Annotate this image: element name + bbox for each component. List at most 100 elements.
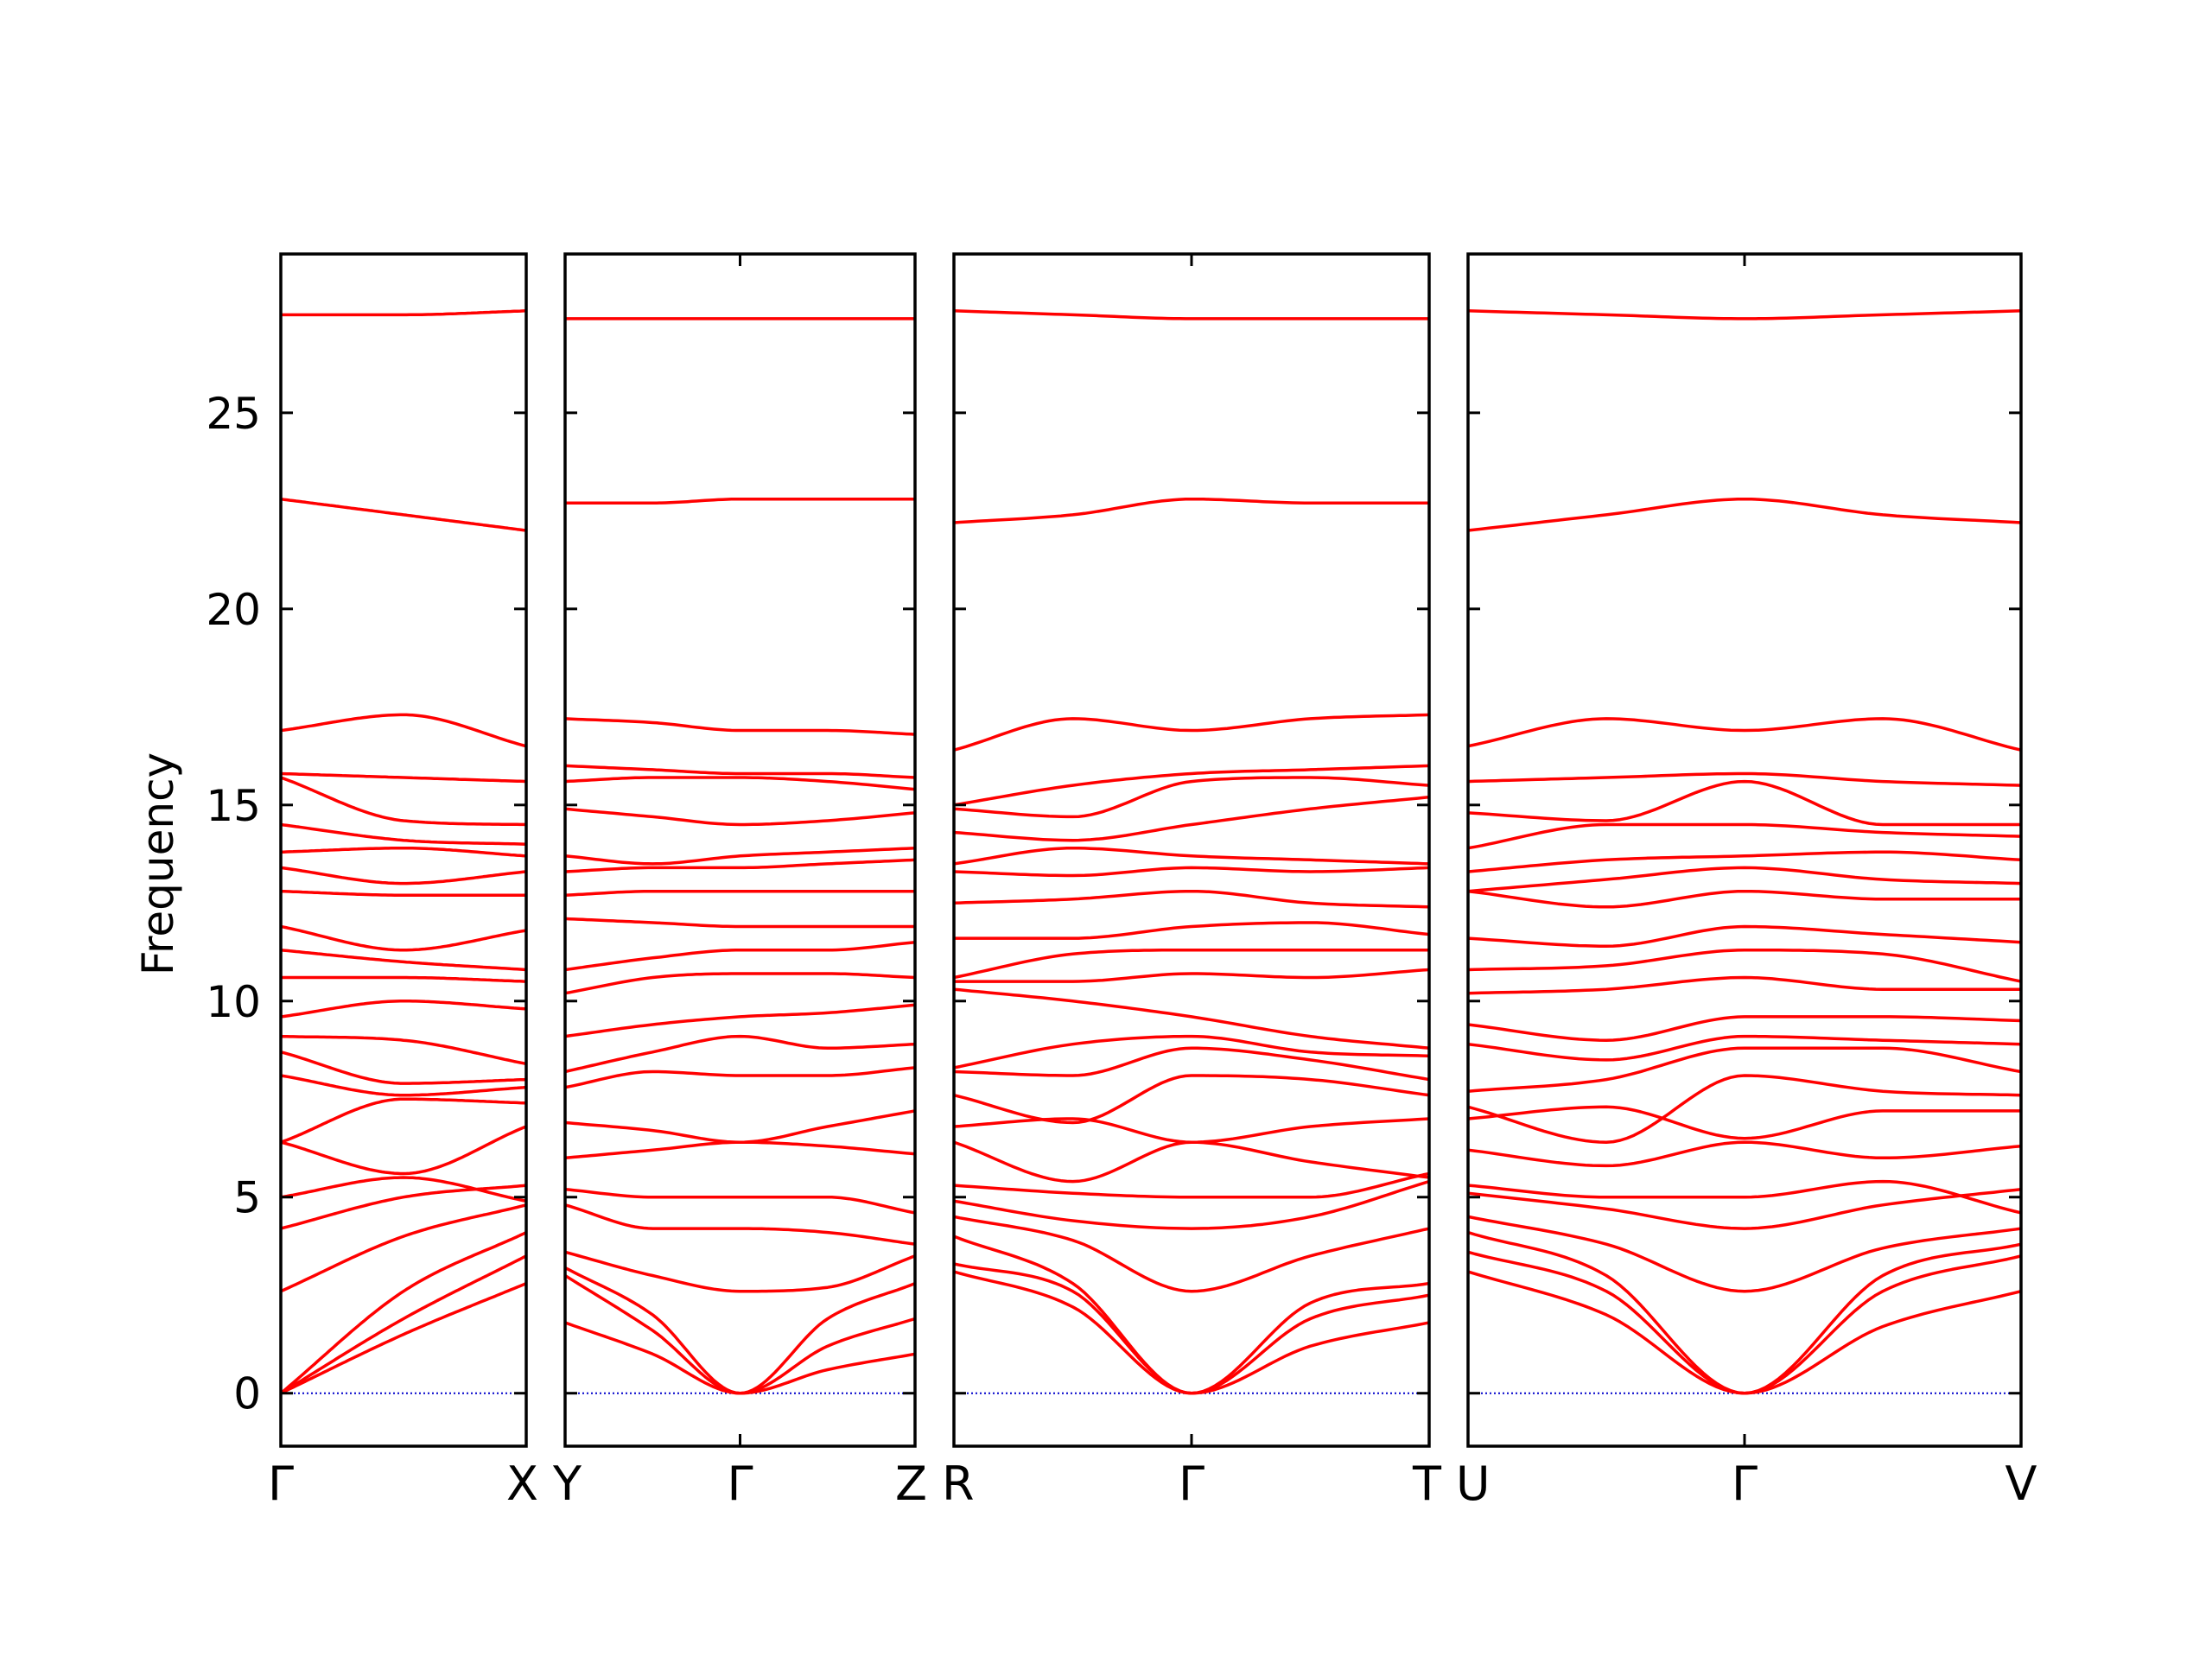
high-symmetry-label: V <box>2005 1457 2037 1511</box>
high-symmetry-label: X <box>506 1457 538 1511</box>
phonon-band-11 <box>565 1003 915 1038</box>
high-symmetry-label: Γ <box>268 1457 294 1511</box>
phonon-band-24 <box>954 309 1429 321</box>
phonon-band-15 <box>1468 924 2021 948</box>
phonon-band-13 <box>281 975 526 983</box>
phonon-band-2 <box>954 1262 1429 1395</box>
phonon-band-20 <box>565 764 915 779</box>
phonon-band-20 <box>281 776 526 827</box>
panel-frame <box>279 252 528 1448</box>
phonon-band-4 <box>1468 1215 2021 1293</box>
high-symmetry-label: Y <box>552 1457 582 1511</box>
high-symmetry-label: U <box>1456 1457 1491 1511</box>
high-symmetry-label: R <box>942 1457 975 1511</box>
phonon-band-7 <box>1468 1140 2021 1168</box>
y-tick-label: 25 <box>206 389 261 439</box>
phonon-band-13 <box>1468 975 2021 995</box>
phonon-band-12 <box>954 987 1429 1050</box>
phonon-band-6 <box>565 1187 915 1215</box>
phonon-band-21 <box>1468 771 2021 787</box>
phonon-band-15 <box>954 921 1429 940</box>
phonon-band-9 <box>281 1074 526 1097</box>
phonon-band-16 <box>954 889 1429 909</box>
y-tick-label: 0 <box>233 1369 261 1419</box>
phonon-band-22 <box>565 497 915 505</box>
phonon-band-20 <box>954 776 1429 819</box>
phonon-band-22 <box>281 713 526 748</box>
phonon-band-9 <box>1468 1074 2021 1144</box>
phonon-band-7 <box>954 1140 1429 1184</box>
phonon-band-8 <box>281 1097 526 1144</box>
phonon-band-23 <box>1468 497 2021 532</box>
phonon-band-21 <box>565 717 915 736</box>
phonon-band-8 <box>565 1109 915 1144</box>
phonon-band-24 <box>1468 309 2021 321</box>
phonon-band-21 <box>954 764 1429 807</box>
phonon-band-23 <box>281 497 526 532</box>
y-tick-label: 10 <box>206 977 261 1027</box>
panel-frame <box>952 252 1431 1448</box>
phonon-band-9 <box>954 1074 1429 1125</box>
phonon-band-24 <box>281 309 526 317</box>
phonon-band-11 <box>1468 1034 2021 1062</box>
phonon-band-11 <box>954 1034 1429 1070</box>
phonon-band-22 <box>954 713 1429 752</box>
phonon-band-20 <box>1468 779 2021 827</box>
phonon-band-16 <box>565 858 915 873</box>
high-symmetry-label: Γ <box>1179 1457 1205 1511</box>
phonon-band-17 <box>565 846 915 866</box>
y-tick-label: 20 <box>206 585 261 635</box>
phonon-band-21 <box>281 771 526 784</box>
phonon-band-10 <box>281 1050 526 1085</box>
y-tick-label: 15 <box>206 781 261 831</box>
phonon-band-19 <box>565 776 915 791</box>
phonon-band-11 <box>281 1034 526 1066</box>
phonon-band-3 <box>281 1231 526 1395</box>
phonon-band-5 <box>565 1203 915 1246</box>
phonon-band-12 <box>281 1000 526 1019</box>
y-axis-label: Frequency <box>133 752 183 975</box>
high-symmetry-label: T <box>1412 1457 1442 1511</box>
phonon-band-12 <box>565 972 915 995</box>
phonon-band-13 <box>954 968 1429 983</box>
phonon-band-7 <box>281 1125 526 1176</box>
phonon-band-15 <box>565 889 915 897</box>
phonon-band-13 <box>565 940 915 972</box>
phonon-band-18 <box>954 846 1429 866</box>
high-symmetry-label: Z <box>895 1457 927 1511</box>
phonon-band-6 <box>281 1176 526 1203</box>
phonon-band-2 <box>281 1254 526 1395</box>
phonon-band-12 <box>1468 1015 2021 1042</box>
phonon-band-5 <box>281 1184 526 1230</box>
phonon-band-7 <box>565 1140 915 1160</box>
phonon-band-18 <box>565 807 915 827</box>
phonon-band-6 <box>954 1171 1429 1199</box>
phonon-band-14 <box>565 917 915 929</box>
phonon-band-5 <box>1468 1187 2021 1230</box>
phonon-band-9 <box>565 1066 915 1089</box>
phonon-band-6 <box>1468 1179 2021 1215</box>
phonon-band-3 <box>954 1235 1429 1395</box>
phonon-band-22 <box>1468 717 2021 752</box>
phonon-band-4 <box>954 1215 1429 1293</box>
phonon-band-19 <box>281 822 526 846</box>
phonon-band-16 <box>1468 889 2021 909</box>
phonon-band-19 <box>954 795 1429 842</box>
phonon-band-10 <box>954 1046 1429 1082</box>
phonon-band-14 <box>281 949 526 972</box>
phonon-band-14 <box>1468 949 2021 983</box>
phonon-band-3 <box>565 1266 915 1395</box>
phonon-band-1 <box>281 1281 526 1395</box>
phonon-band-4 <box>565 1250 915 1293</box>
phonon-band-18 <box>1468 850 2021 873</box>
phonon-band-10 <box>565 1034 915 1074</box>
phonon-band-15 <box>281 924 526 952</box>
phonon-band-16 <box>281 889 526 897</box>
phonon-band-8 <box>1468 1105 2021 1140</box>
